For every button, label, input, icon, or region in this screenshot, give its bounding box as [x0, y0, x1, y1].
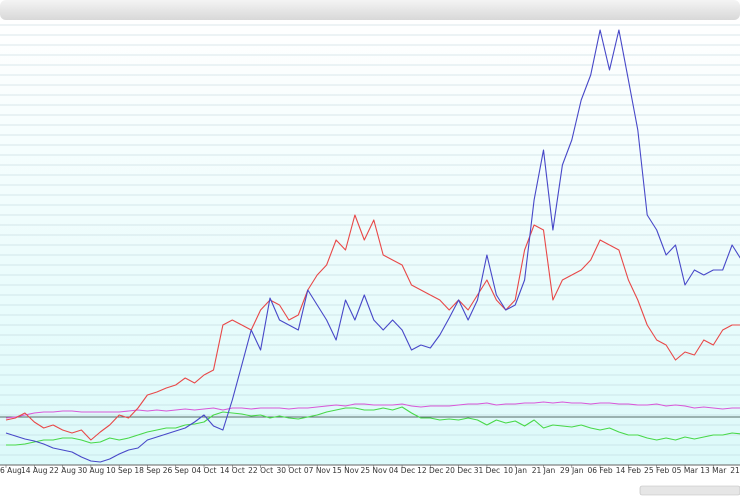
header-bar [0, 0, 740, 20]
series-line [6, 406, 740, 446]
scroll-widget[interactable] [639, 485, 740, 496]
x-tick-label: 25 Nov [360, 466, 387, 475]
x-tick-label: 04 Dec [389, 466, 415, 475]
x-tick-label: 21 Jan [532, 466, 556, 475]
x-tick-label: 04 Oct [192, 466, 217, 475]
x-tick-label: 14 Aug [21, 466, 48, 475]
x-tick-label: 10 Jan [503, 466, 527, 475]
x-tick-label: 29 Jan [560, 466, 584, 475]
x-tick-label: 05 Mar [672, 466, 699, 475]
x-tick-label: 20 Dec [445, 466, 471, 475]
x-tick-label: 22 Aug [49, 466, 76, 475]
x-tick-label: 15 Nov [332, 466, 359, 475]
x-tick-label: 14 Oct [220, 466, 245, 475]
x-tick-label: 10 Sep [106, 466, 132, 475]
grid [0, 24, 740, 466]
x-tick-label: 25 Feb [644, 466, 669, 475]
x-labels: 6 Aug 14 Aug 22 Aug 30 Aug 10 Sep 18 Sep 26 Se… [0, 465, 740, 475]
x-tick-label: 06 Feb [587, 466, 612, 475]
x-tick-label: 22 Oct [248, 466, 273, 475]
plot-background [0, 22, 740, 465]
series-line [5, 401, 740, 419]
x-tick-label: 18 Sep [134, 466, 160, 475]
x-tick-label: 21 [730, 466, 740, 475]
series-line [5, 214, 740, 441]
x-tick-label: 30 Aug [78, 466, 105, 475]
lines [5, 29, 740, 463]
x-tick-label: 30 Oct [276, 466, 301, 475]
series-line [5, 29, 740, 463]
x-tick-label: 07 Nov [304, 466, 331, 475]
x-tick-label: 14 Feb [616, 466, 641, 475]
x-tick-label: 26 Sep [163, 466, 189, 475]
x-tick-label: 6 Aug [0, 466, 22, 475]
x-tick-label: 12 Dec [417, 466, 443, 475]
x-tick-label: 13 Mar [700, 466, 727, 475]
x-tick-label: 31 Dec [474, 466, 500, 475]
